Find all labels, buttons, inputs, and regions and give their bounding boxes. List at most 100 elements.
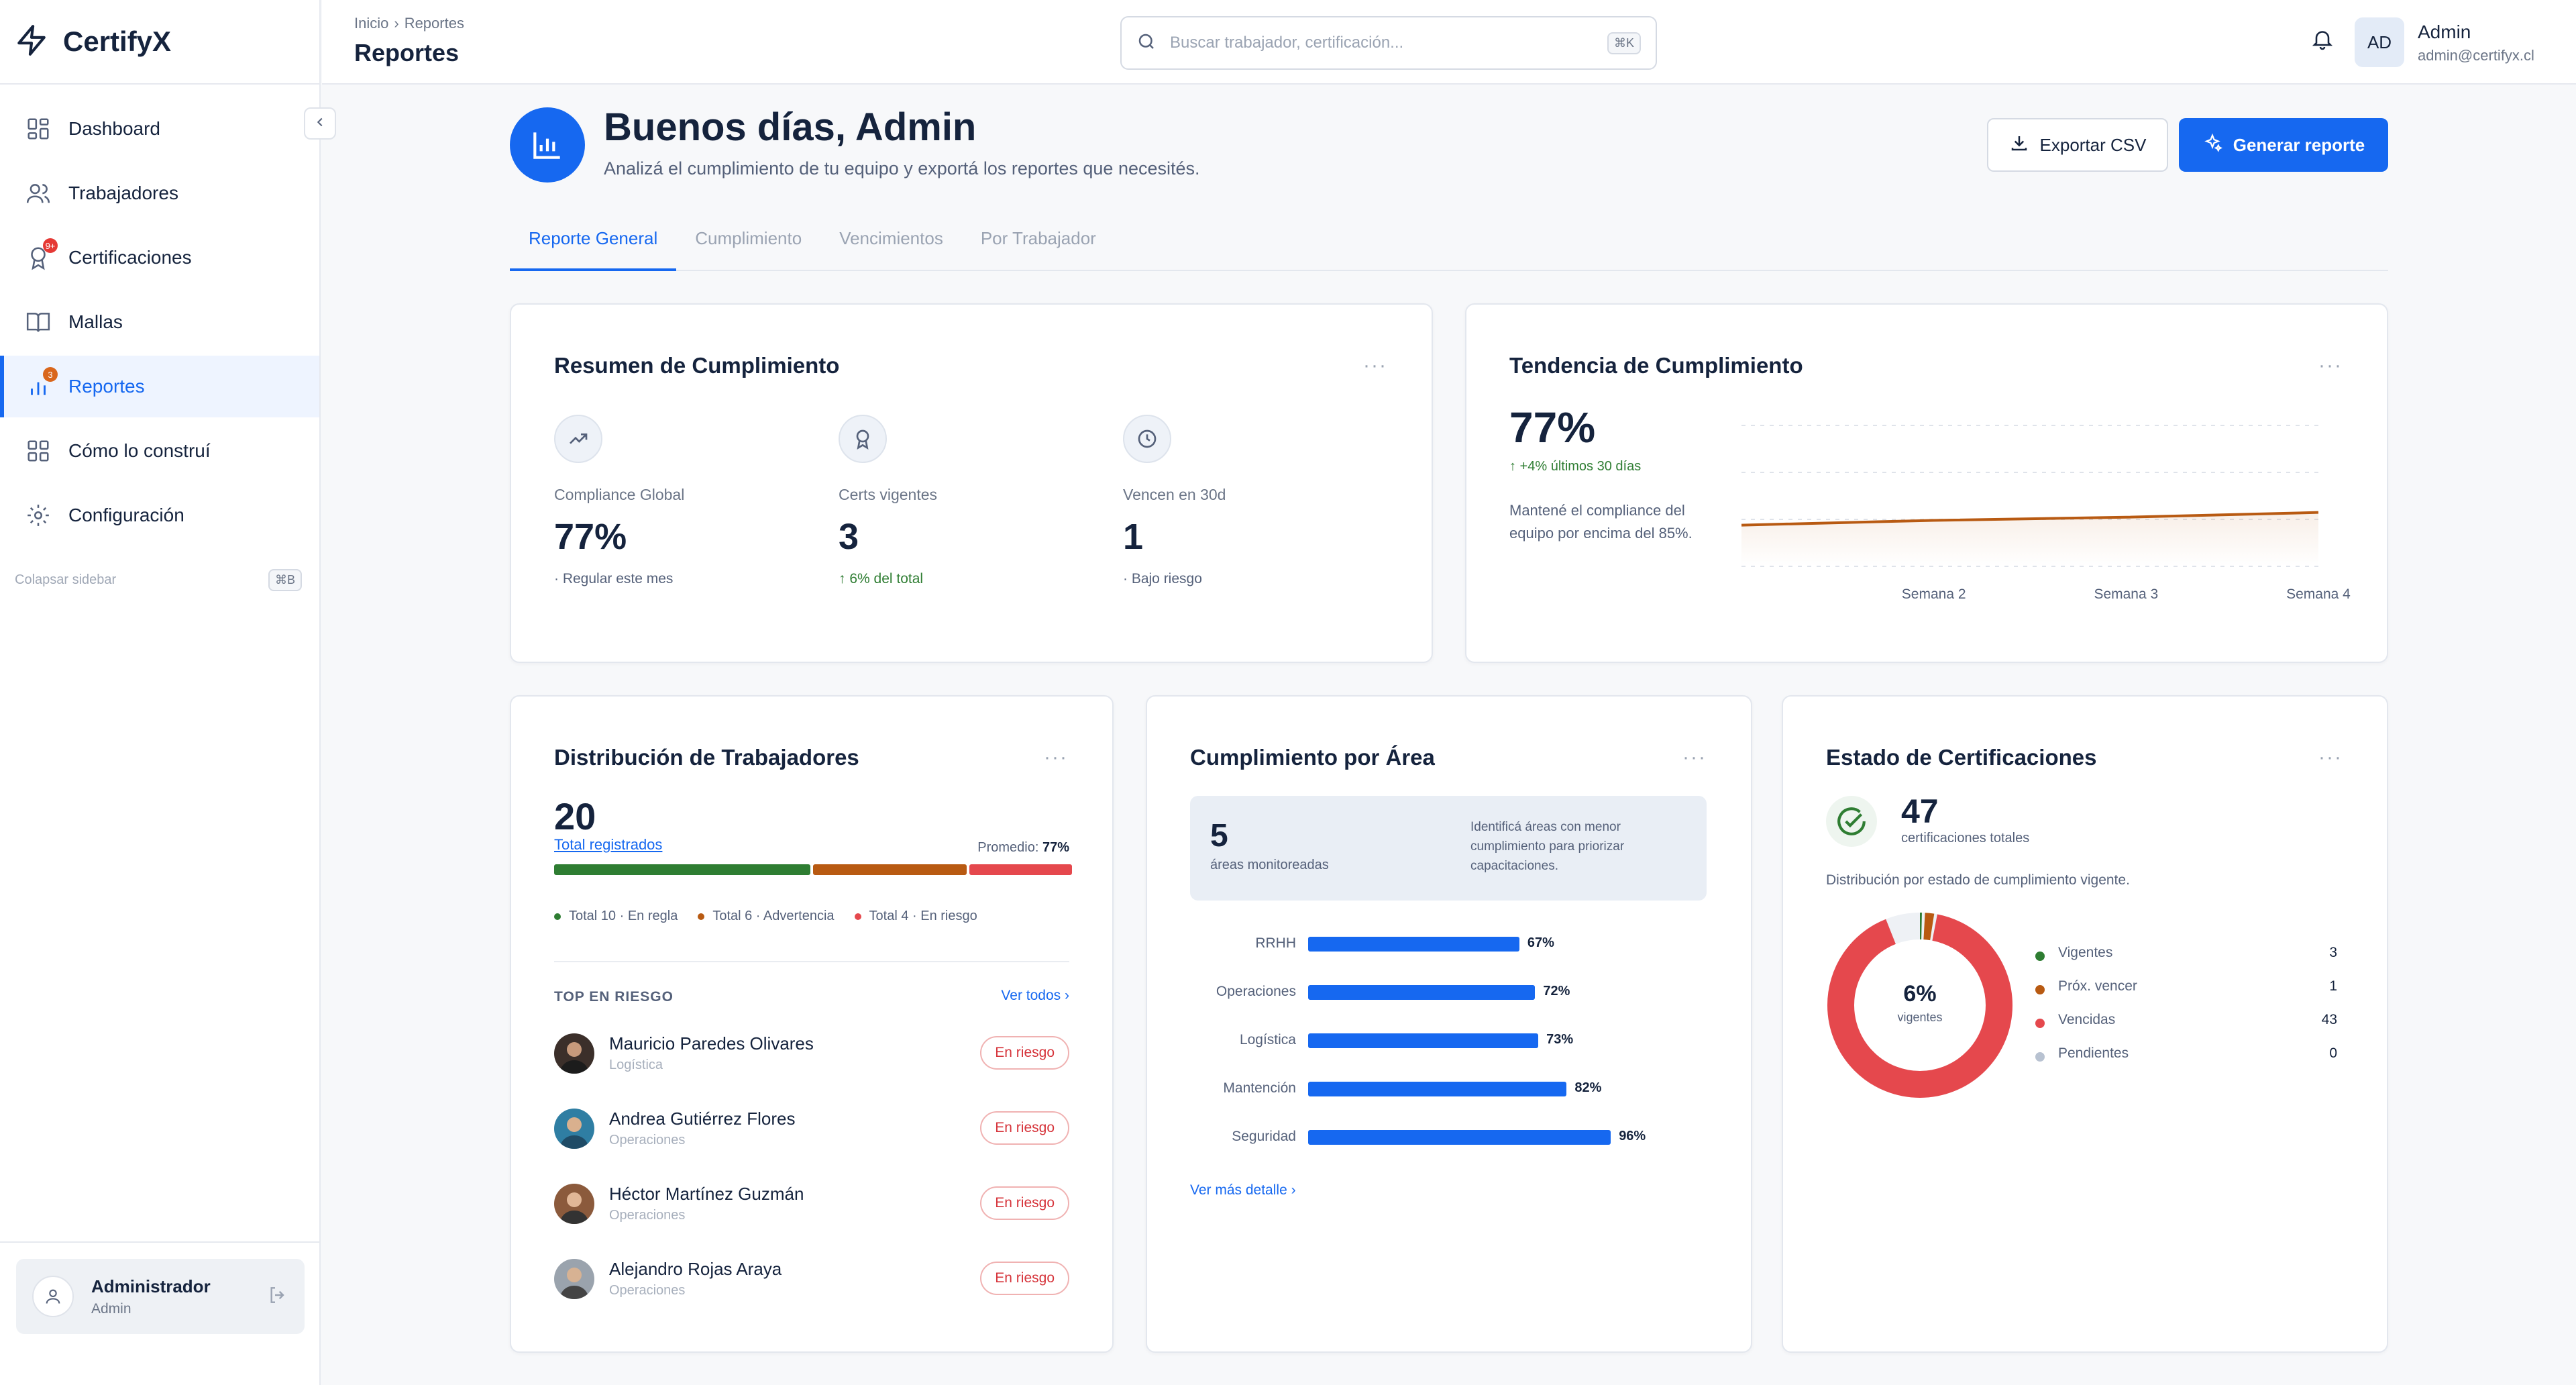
search-icon [1136, 32, 1157, 55]
header-user-email: admin@certifyx.cl [2418, 47, 2534, 64]
bar-category-label: Operaciones [1216, 984, 1296, 999]
list-item[interactable]: Alejandro Rojas Araya Operaciones En rie… [554, 1258, 1069, 1311]
cert-status-card: Estado de Certificaciones ··· 47 certifi… [1782, 695, 2388, 1353]
tab-vencimientos[interactable]: Vencimientos [839, 228, 943, 248]
avatar [554, 1259, 594, 1299]
user-role: Admin [91, 1300, 131, 1317]
cert-total-label: certificaciones totales [1901, 831, 2030, 845]
download-icon [2009, 133, 2040, 158]
area-summary-box: 5 áreas monitoreadas Identificá áreas co… [1190, 796, 1707, 901]
breadcrumb-home[interactable]: Inicio [354, 15, 389, 32]
tab-reporte-general[interactable]: Reporte General [510, 219, 677, 271]
legend-label: Próx. vencer [2058, 978, 2137, 994]
kpi-certs-vigentes: Certs vigentes 3 ↑ 6% del total [839, 415, 1093, 587]
grid-icon [24, 115, 52, 143]
x-tick-label: Semana 2 [1902, 586, 1966, 602]
sidebar-item-certificaciones[interactable]: 9+ Certificaciones [0, 227, 319, 289]
legend-dot [2035, 985, 2045, 994]
area-count: 5 [1210, 818, 1228, 854]
legend-count: 3 [2329, 945, 2337, 960]
search-input[interactable]: Buscar trabajador, certificación... ⌘K [1120, 16, 1657, 70]
avatar [554, 1033, 594, 1074]
sidebar-item-label: Reportes [68, 376, 145, 397]
more-options-icon[interactable]: ··· [2318, 746, 2343, 768]
collapse-shortcut: ⌘B [268, 569, 302, 591]
area-count-label: áreas monitoreadas [1210, 858, 1329, 872]
legend-dot [2035, 1019, 2045, 1028]
view-more-link[interactable]: Ver más detalle › [1190, 1182, 1296, 1198]
sidebar-item-label: Cómo lo construí [68, 440, 211, 461]
bar-value-label: 96% [1619, 1129, 1646, 1143]
card-title: Cumplimiento por Área [1190, 745, 1435, 770]
award-icon: 9+ [24, 238, 58, 272]
legend-item: Vencidas 43 [2035, 1012, 2337, 1035]
export-csv-label: Exportar CSV [2039, 134, 2147, 155]
bar-row: RRHH 67% [1190, 934, 1713, 954]
logout-icon[interactable] [267, 1284, 288, 1309]
donut-slice [1827, 913, 2012, 1098]
list-item[interactable]: Andrea Gutiérrez Flores Operaciones En r… [554, 1107, 1069, 1161]
bar-chart-icon [510, 107, 585, 183]
legend-dot [2035, 1052, 2045, 1062]
brand[interactable]: CertifyX [0, 0, 319, 85]
notification-badge: 3 [43, 367, 58, 382]
page-title: Reportes [354, 39, 460, 66]
sidebar-item-reportes[interactable]: 3 Reportes [0, 356, 319, 417]
distribution-legend: Total 10 · En regla Total 6 · Advertenci… [554, 909, 977, 924]
total-registered-link[interactable]: Total registrados [554, 836, 663, 853]
top-header: Inicio › Reportes Reportes Buscar trabajad… [322, 0, 2576, 85]
bar-value-label: 72% [1543, 984, 1570, 998]
collapse-sidebar-button[interactable] [304, 107, 336, 140]
more-options-icon[interactable]: ··· [1363, 354, 1387, 376]
trend-value: 77% [1509, 403, 1596, 452]
bar-category-label: Logística [1239, 1032, 1296, 1047]
trend-area [1741, 512, 2318, 566]
more-options-icon[interactable]: ··· [1044, 746, 1068, 768]
bar-row: Seguridad 96% [1190, 1127, 1713, 1147]
sidebar-item-mallas[interactable]: Mallas [0, 291, 319, 353]
greeting-title: Buenos días, Admin [604, 105, 977, 149]
card-title: Distribución de Trabajadores [554, 745, 859, 770]
legend-label: Vencidas [2058, 1012, 2116, 1027]
sidebar: CertifyX Dashboard Trabajadores 9+ Certi… [0, 0, 321, 1385]
divider [554, 961, 1069, 962]
breadcrumb-current: Reportes [404, 15, 464, 32]
collapse-sidebar-row[interactable]: Colapsar sidebar ⌘B [15, 569, 302, 591]
worker-area: Operaciones [609, 1133, 686, 1147]
kpi-compliance-global: Compliance Global 77% · Regular este mes [554, 415, 809, 587]
sidebar-item-trabajadores[interactable]: Trabajadores [0, 162, 319, 224]
kpi-note: · Regular este mes [554, 571, 674, 586]
greeting-subtitle: Analizá el cumplimiento de tu equipo y e… [604, 158, 1200, 178]
trend-card: Tendencia de Cumplimiento ··· 77% ↑ +4% … [1465, 303, 2388, 663]
export-csv-button[interactable]: Exportar CSV [1987, 118, 2168, 172]
user-card[interactable]: Administrador Admin [16, 1259, 305, 1334]
legend-count: 43 [2321, 1012, 2337, 1027]
list-item[interactable]: Mauricio Paredes Olivares Logística En r… [554, 1032, 1069, 1086]
view-all-link[interactable]: Ver todos › [1001, 988, 1069, 1004]
sidebar-item-configuracion[interactable]: Configuración [0, 484, 319, 546]
avatar[interactable]: AD [2355, 17, 2404, 67]
card-title: Estado de Certificaciones [1826, 745, 2097, 770]
generate-report-button[interactable]: Generar reporte [2179, 118, 2388, 172]
legend-dot [2035, 952, 2045, 961]
bar-value-label: 82% [1574, 1080, 1602, 1095]
status-badge: En riesgo [980, 1036, 1069, 1070]
list-item[interactable]: Héctor Martínez Guzmán Operaciones En ri… [554, 1182, 1069, 1236]
average-value: 77% [1042, 840, 1069, 855]
trend-delta: ↑ +4% últimos 30 días [1509, 459, 1642, 474]
user-icon [32, 1276, 74, 1317]
sidebar-item-dashboard[interactable]: Dashboard [0, 98, 319, 160]
trending-up-icon [554, 415, 602, 463]
bell-icon[interactable] [2306, 23, 2339, 55]
check-circle-icon [1826, 796, 1877, 847]
card-title: Tendencia de Cumplimiento [1509, 353, 1803, 378]
bar-row: Operaciones 72% [1190, 982, 1713, 1003]
tab-cumplimiento[interactable]: Cumplimiento [695, 228, 802, 248]
sidebar-item-como-lo-construi[interactable]: Cómo lo construí [0, 420, 319, 482]
kpi-value: 1 [1123, 517, 1144, 557]
more-options-icon[interactable]: ··· [2318, 354, 2343, 376]
legend-label: Pendientes [2058, 1045, 2129, 1061]
more-options-icon[interactable]: ··· [1682, 746, 1707, 768]
tab-por-trabajador[interactable]: Por Trabajador [980, 228, 1096, 248]
bar [1308, 1082, 1567, 1096]
